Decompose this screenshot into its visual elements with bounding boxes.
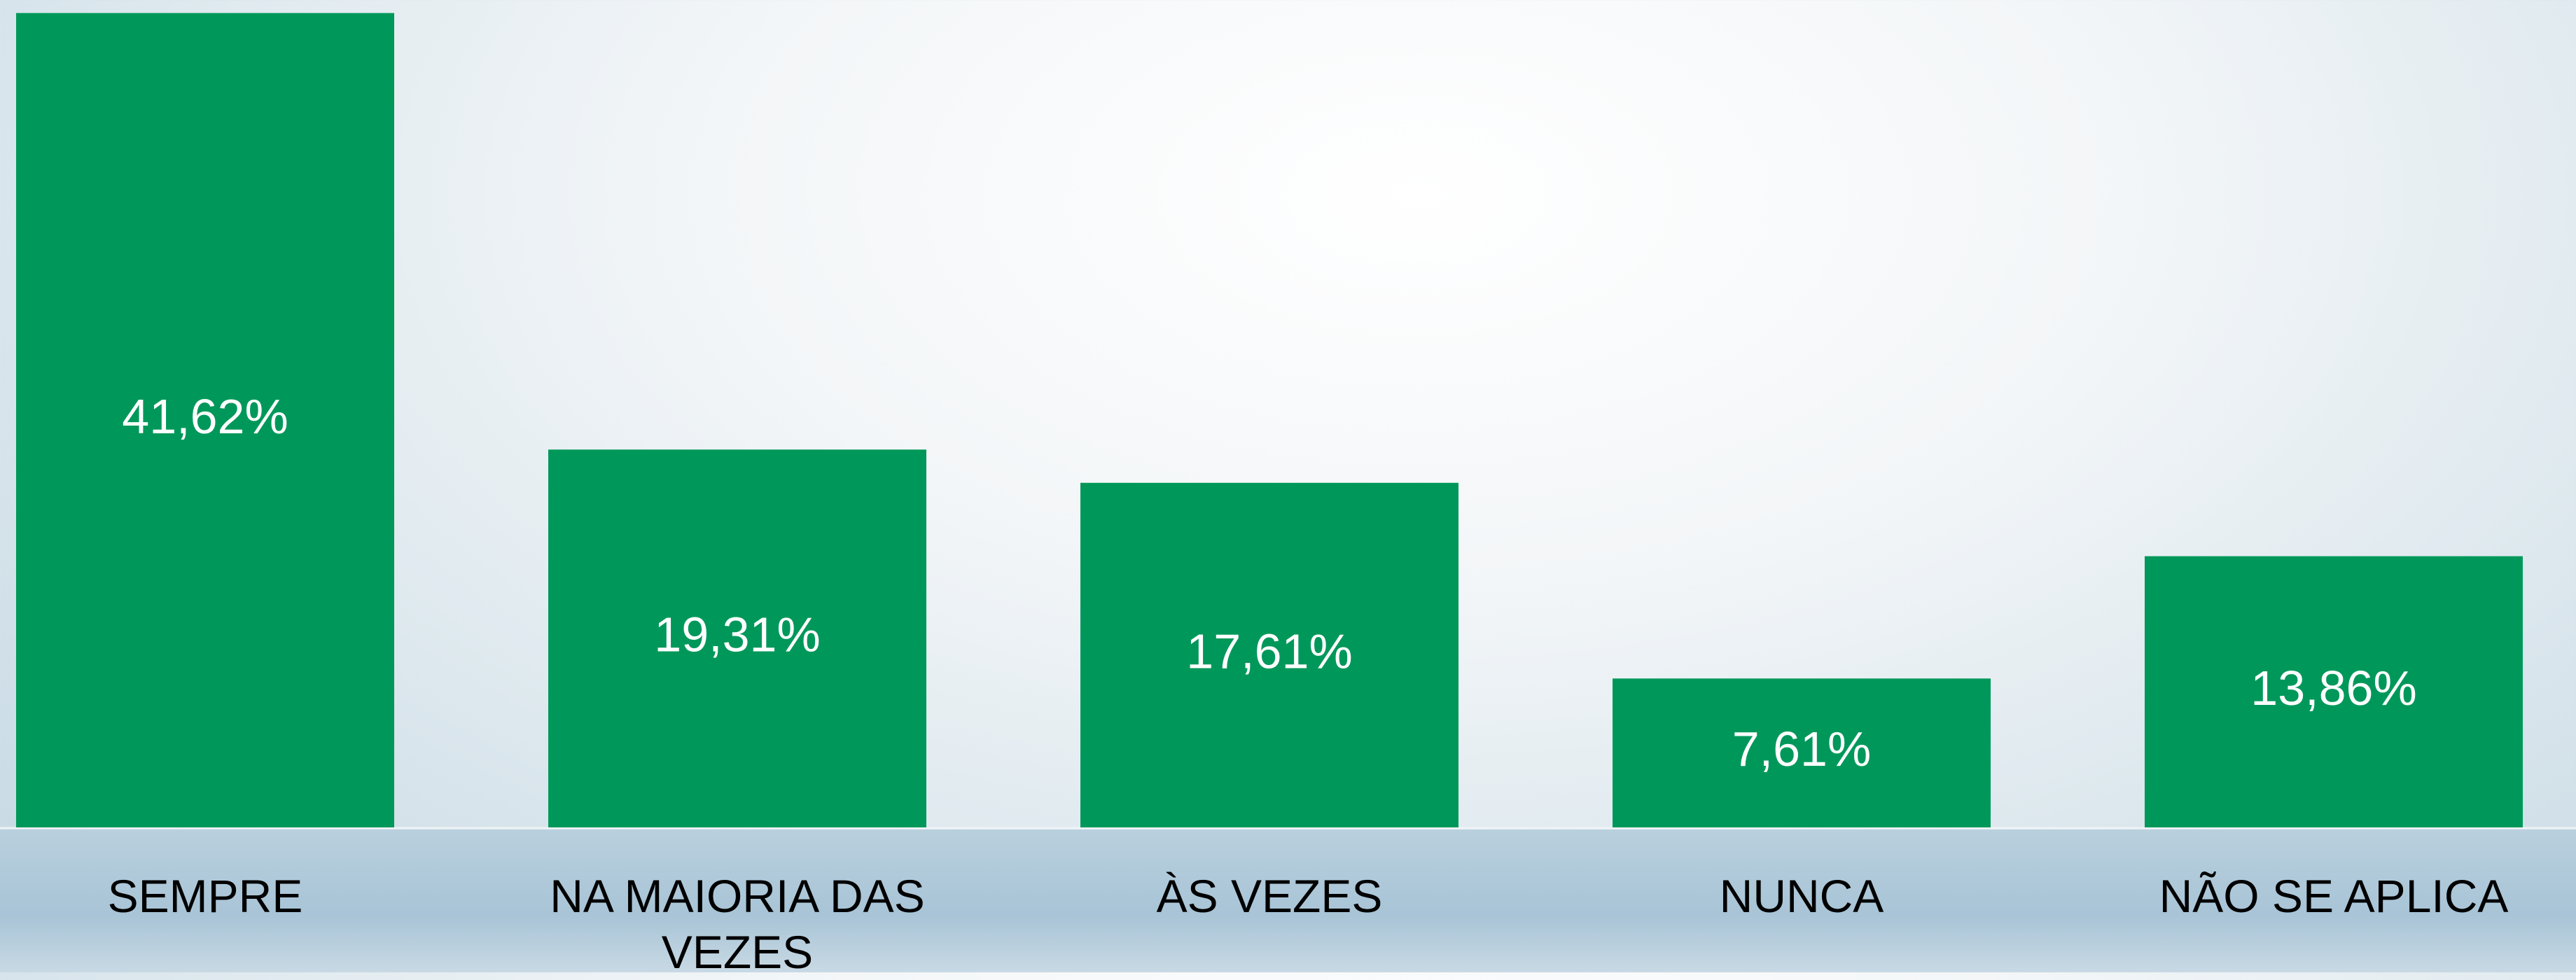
- bar: [548, 449, 926, 827]
- category-label: SEMPRE: [107, 870, 303, 922]
- bar: [2145, 556, 2523, 827]
- bar: [1080, 482, 1458, 827]
- category-label: ÀS VEZES: [1156, 870, 1383, 922]
- category-label: NÃO SE APLICA: [2159, 870, 2509, 922]
- category-label: NA MAIORIA DAS VEZES: [550, 870, 925, 978]
- bar-value-label: 7,61%: [1732, 722, 1871, 776]
- bar: [16, 13, 394, 827]
- bar-value-label: 41,62%: [122, 389, 288, 444]
- bar-value-label: 17,61%: [1186, 624, 1352, 678]
- bar-value-label: 19,31%: [654, 608, 820, 662]
- category-label: NUNCA: [1719, 870, 1884, 922]
- bar-value-label: 13,86%: [2250, 661, 2416, 715]
- background: [0, 830, 2576, 972]
- bar: [1613, 678, 1991, 827]
